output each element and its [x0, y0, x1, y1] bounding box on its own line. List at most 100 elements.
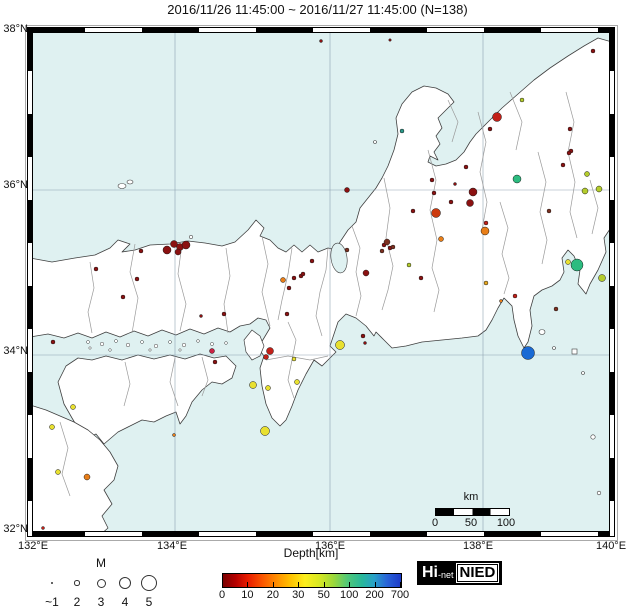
epicenter-point [483, 280, 489, 286]
magnitude-legend-circle [119, 577, 131, 589]
epicenter-point [466, 199, 474, 207]
epicenter-point [309, 258, 315, 264]
depth-tick-label: 50 [317, 589, 330, 601]
logo-hi: Hi [422, 564, 438, 581]
epicenter-point [521, 346, 535, 360]
epicenter-point [492, 112, 502, 122]
map-frame-right [609, 27, 615, 537]
depth-tick-label: 0 [218, 589, 226, 601]
epicenter-point [379, 248, 385, 254]
epicenter-point [120, 294, 126, 300]
epicenter-point [319, 39, 323, 43]
map-frame-left [27, 27, 33, 537]
magnitude-legend-circle [96, 578, 106, 588]
magnitude-legend-label: 5 [145, 595, 153, 609]
epicenter-point [487, 126, 493, 132]
lat-label-36n: 36°N [3, 179, 28, 191]
epicenter-point [453, 182, 457, 186]
epicenter-point [189, 235, 193, 239]
epicenter-point [344, 187, 350, 193]
epicenter-point [565, 259, 571, 265]
logo-net: -net [438, 570, 454, 580]
epicenter-point [383, 238, 391, 246]
coastline-shikoku [57, 353, 237, 445]
scalebar [435, 508, 510, 516]
epicenter-point [590, 48, 596, 54]
epicenter-point [170, 240, 178, 248]
epicenter-point [181, 240, 191, 250]
depth-tick-mark [298, 582, 300, 587]
island-oki [117, 183, 127, 189]
magnitude-legend-title: M [96, 556, 106, 570]
epicenter-point [363, 341, 367, 345]
epicenter-point [93, 266, 99, 272]
epicenter-point [406, 262, 412, 268]
magnitude-legend-label: 3 [97, 595, 105, 609]
map [30, 30, 612, 535]
map-frame-top [27, 27, 615, 33]
coastline-honshu [30, 37, 612, 427]
depth-tick-mark [247, 582, 249, 587]
magnitude-legend-label: 4 [121, 595, 129, 609]
epicenter-point [468, 187, 478, 197]
epicenter-point [174, 248, 182, 256]
island-oki [126, 179, 134, 185]
scalebar-label-0: 0 [431, 517, 439, 529]
epicenter-point [438, 236, 444, 242]
epicenter-point [209, 348, 215, 354]
depth-tick-label: 100 [339, 589, 359, 601]
projection-outline [25, 25, 618, 541]
depth-tick-mark [272, 582, 274, 587]
lon-label-134e: 134°E [156, 540, 188, 552]
epicenter-point [390, 244, 396, 250]
epicenter-point [70, 404, 76, 410]
epicenter-point [388, 38, 392, 42]
magnitude-legend-circle [74, 580, 80, 586]
epicenter-point [300, 271, 306, 277]
magnitude-legend-label: 2 [73, 595, 81, 609]
epicenter-point [463, 164, 469, 170]
epicenter-point [399, 128, 405, 134]
epicenter-point [546, 208, 552, 214]
epicenter-point [265, 385, 271, 391]
epicenter-point [429, 177, 435, 183]
epicenter-point [499, 299, 503, 303]
epicenter-point [221, 311, 227, 317]
epicenter-point [360, 333, 366, 339]
epicenter-point [50, 339, 56, 345]
scalebar-label-100: 100 [496, 517, 516, 529]
epicenter-point [291, 275, 297, 281]
depth-tick-mark [374, 582, 376, 587]
epicenter-point [83, 473, 91, 481]
epicenter-point [519, 97, 525, 103]
epicenter-point [138, 248, 144, 254]
epicenter-point [291, 356, 297, 362]
epicenter-point [41, 526, 45, 530]
hinet-nied-logo: Hi -net NIED [417, 561, 503, 585]
epicenter-point [260, 426, 270, 436]
epicenter-point [49, 424, 55, 430]
epicenter-point [55, 469, 61, 475]
epicenter-point [595, 185, 603, 193]
epicenter-point [344, 247, 350, 253]
epicenter-point [284, 311, 290, 317]
epicenter-point [362, 269, 370, 277]
epicenter-point [410, 208, 416, 214]
magnitude-legend-circle [141, 575, 157, 591]
logo-nied: NIED [455, 563, 500, 583]
lat-label-34n: 34°N [3, 345, 28, 357]
depth-legend-title: Depth[km] [283, 546, 339, 560]
epicenter-point [512, 293, 518, 299]
epicenter-point [249, 381, 257, 389]
epicenter-point [418, 275, 424, 281]
epicenter-point [553, 306, 559, 312]
map-title: 2016/11/26 11:45:00 ~ 2016/11/27 11:45:0… [167, 2, 468, 17]
scalebar-unit: km [463, 491, 479, 503]
lake-biwa [330, 242, 348, 274]
epicenter-point [581, 187, 589, 195]
lon-label-136e: 136°E [314, 540, 346, 552]
depth-tick-mark [222, 582, 223, 587]
lat-label-32n: 32°N [3, 523, 28, 535]
depth-tick-label: 30 [292, 589, 305, 601]
